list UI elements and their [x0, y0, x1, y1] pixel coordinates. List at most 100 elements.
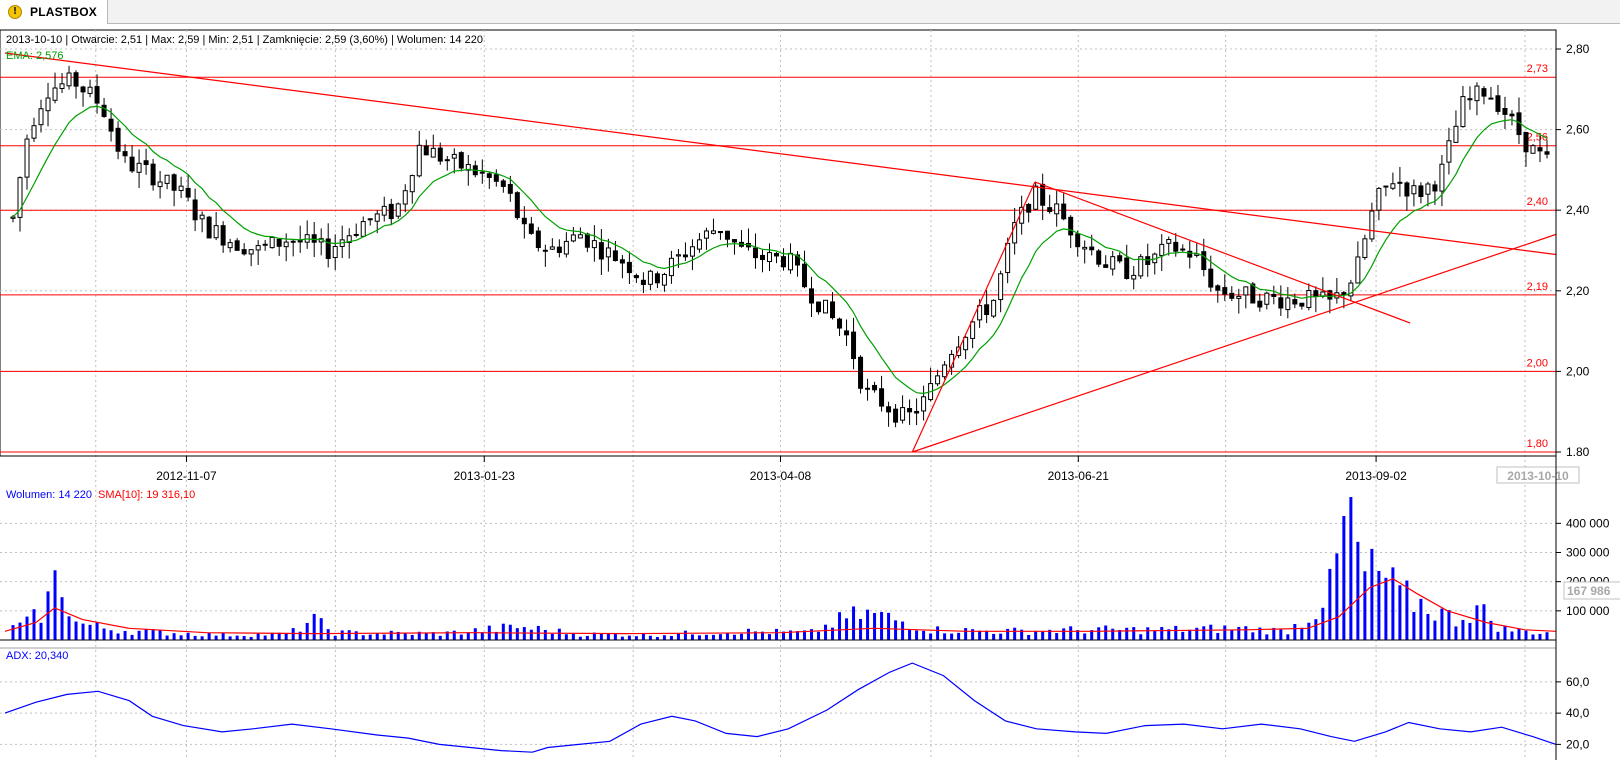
candle-body — [788, 252, 794, 271]
candle-body — [1096, 250, 1102, 265]
trendline — [4, 52, 1557, 256]
axes: 2012-11-07 2013-01-23 2013-04-08 2013-06-21… — [0, 30, 1620, 760]
volume-bar — [116, 633, 120, 640]
candle-body — [1285, 297, 1291, 311]
candle-body — [178, 185, 184, 192]
candle-body — [689, 246, 695, 257]
volume-bar — [880, 611, 884, 640]
volume-bar — [641, 632, 645, 640]
volume-bar — [810, 629, 814, 640]
volume-bar — [711, 634, 715, 640]
trendline — [911, 181, 1036, 453]
volume-bar — [1314, 619, 1318, 640]
volume-bar — [361, 635, 365, 640]
candle-body — [1061, 203, 1067, 220]
volume-bar — [1223, 625, 1227, 640]
volume-bar — [978, 630, 982, 640]
candle-body — [1306, 290, 1312, 308]
candle-body — [24, 138, 30, 178]
volume-bar — [585, 635, 589, 640]
volume-bar — [1454, 626, 1458, 640]
volume-bar — [908, 629, 912, 640]
volume-bar — [866, 609, 870, 640]
candle-body — [1418, 185, 1424, 198]
volume-bar — [1398, 585, 1402, 640]
candle-body — [1222, 287, 1228, 295]
candle-body — [1432, 184, 1438, 192]
candle-body — [1376, 187, 1382, 211]
candle-body — [556, 246, 562, 253]
candle-body — [1467, 98, 1473, 101]
candle-body — [1327, 290, 1333, 300]
candle-body — [66, 72, 72, 87]
volume-bar — [1545, 632, 1549, 640]
candle-body — [851, 331, 857, 360]
candle-body — [1369, 210, 1375, 240]
candle-body — [423, 145, 429, 156]
volume-bar — [887, 612, 891, 640]
candle-body — [1348, 282, 1354, 297]
candle-body — [872, 384, 878, 391]
volume-bar — [312, 613, 316, 640]
volume-bar — [1433, 620, 1437, 640]
volume-bar — [81, 623, 85, 640]
volume-bar — [207, 632, 211, 640]
volume-bar — [46, 591, 50, 640]
volume-bar — [1195, 627, 1199, 640]
volume-bar — [1279, 628, 1283, 640]
candle-body — [1075, 233, 1081, 248]
candle-body — [619, 259, 625, 264]
level-label: 2,19 — [1527, 281, 1548, 293]
level-label: 2,00 — [1527, 357, 1548, 369]
volume-bar — [326, 629, 330, 640]
volume-bar — [1181, 631, 1185, 640]
candle-body — [262, 243, 268, 246]
candle-body — [731, 239, 737, 243]
volume-bar — [151, 629, 155, 640]
candle-body — [682, 254, 688, 258]
volume-bar — [634, 636, 638, 640]
candle-body — [465, 163, 471, 171]
tab-label: PLASTBOX — [30, 5, 97, 19]
candle-body — [802, 263, 808, 288]
candle-body — [45, 97, 51, 112]
volume-bar — [1111, 628, 1115, 640]
candle-body — [234, 240, 240, 251]
candle-body — [858, 356, 864, 389]
volume-bar — [88, 624, 92, 640]
candle-body — [241, 249, 247, 255]
tab-plastbox[interactable]: ! PLASTBOX — [0, 0, 108, 24]
adx-label: ADX: 20,340 — [6, 650, 68, 662]
candle-body — [1460, 96, 1466, 128]
volume-bar — [396, 631, 400, 640]
volume-bar — [165, 635, 169, 640]
volume-bar — [193, 635, 197, 640]
volume-bar — [557, 628, 561, 640]
candle-body — [830, 301, 836, 319]
volume-bar — [235, 635, 239, 640]
volume-bar — [200, 636, 204, 640]
volume-bar — [838, 612, 842, 640]
volume-bar — [214, 635, 218, 640]
candle-body — [1089, 246, 1095, 251]
candle-body — [479, 171, 485, 174]
volume-bar — [284, 633, 288, 640]
candle-body — [220, 225, 226, 246]
candle-body — [101, 104, 107, 117]
trendline — [1034, 181, 1411, 324]
volume-bar — [901, 621, 905, 640]
volume-bar — [1538, 633, 1542, 640]
volume-bar — [1440, 608, 1444, 640]
volume-bar — [368, 634, 372, 640]
volume-bars — [4, 497, 1557, 640]
candle-body — [1201, 251, 1207, 271]
volume-bar — [1062, 628, 1066, 640]
volume-bar — [718, 634, 722, 640]
volume-bar — [438, 635, 442, 640]
level-label: 2,40 — [1527, 196, 1548, 208]
volume-bar — [1517, 628, 1521, 640]
candle-body — [977, 305, 983, 321]
volume-bar — [501, 623, 505, 640]
volume-bar — [305, 622, 309, 640]
